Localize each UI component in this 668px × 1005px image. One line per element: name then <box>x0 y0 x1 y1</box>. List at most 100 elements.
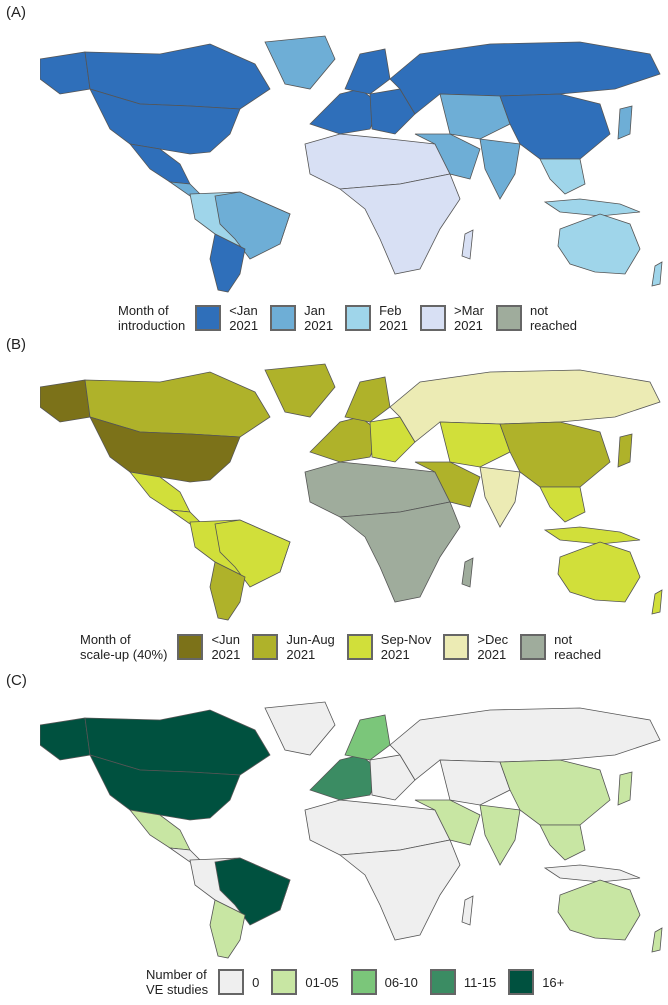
country-region-e-europe <box>369 88 416 135</box>
country-region-alaska <box>40 717 91 761</box>
legend-title: Month of scale-up (40%) <box>80 632 168 662</box>
legend-item: 01-05 <box>271 969 339 995</box>
country-region-w-europe <box>309 754 381 801</box>
legend-swatch <box>508 969 535 995</box>
country-region-se-asia <box>539 486 586 523</box>
country-region-w-europe <box>309 416 381 463</box>
legend-label: 11-15 <box>463 974 497 990</box>
legend-swatch <box>419 305 446 331</box>
legend-item: >Mar 2021 <box>419 303 484 333</box>
country-region-japan <box>617 771 633 806</box>
legend-label: 0 <box>252 974 260 990</box>
legend-item: Jun-Aug 2021 <box>252 632 335 662</box>
legend-item: >Dec 2021 <box>443 632 508 662</box>
legend-swatch <box>443 634 470 660</box>
country-region-e-europe <box>369 754 416 801</box>
legend-item: Feb 2021 <box>345 303 408 333</box>
country-region-c-asia <box>439 421 511 468</box>
country-region-indonesia <box>543 198 641 217</box>
country-region-brazil <box>214 857 291 926</box>
legend-label: 01-05 <box>305 974 339 990</box>
country-region-usa <box>89 416 241 483</box>
legend-item: <Jan 2021 <box>195 303 258 333</box>
legend-swatch <box>177 634 204 660</box>
legend-label: >Mar 2021 <box>453 303 484 333</box>
legend-title: Month of introduction <box>118 303 186 333</box>
legend-item: not reached <box>495 303 577 333</box>
legend-item: 11-15 <box>429 969 497 995</box>
country-region-e-europe <box>369 416 416 463</box>
legend-swatch <box>429 969 456 995</box>
country-region-s-africa <box>338 501 461 603</box>
country-region-madagascar <box>461 557 474 588</box>
legend-swatch <box>252 634 279 660</box>
legend-scale-up: Month of scale-up (40%) <Jun 2021 Jun-Aug … <box>80 632 613 662</box>
country-region-india <box>479 138 521 200</box>
country-region-w-europe <box>309 88 381 135</box>
legend-item: <Jun 2021 <box>177 632 240 662</box>
country-region-scandinavia <box>344 48 391 95</box>
country-region-australia <box>557 541 641 603</box>
country-region-se-asia <box>539 158 586 195</box>
country-region-sa-south <box>209 899 246 959</box>
legend-swatch <box>350 969 377 995</box>
country-region-australia <box>557 213 641 275</box>
country-region-russia <box>389 41 661 115</box>
country-region-usa <box>89 88 241 155</box>
country-region-indonesia <box>543 864 641 883</box>
country-region-nz <box>651 927 663 953</box>
country-region-russia <box>389 369 661 443</box>
country-region-scandinavia <box>344 714 391 761</box>
country-region-sa-south <box>209 233 246 293</box>
legend-item: Sep-Nov 2021 <box>346 632 432 662</box>
country-region-australia <box>557 879 641 941</box>
country-region-madagascar <box>461 229 474 260</box>
country-region-c-asia <box>439 93 511 140</box>
legend-item: Jan 2021 <box>270 303 333 333</box>
world-map-introduction <box>40 35 663 293</box>
country-region-india <box>479 466 521 528</box>
country-region-c-asia <box>439 759 511 806</box>
legend-label: Feb 2021 <box>379 303 408 333</box>
legend-item: not reached <box>520 632 601 662</box>
country-region-indonesia <box>543 526 641 545</box>
country-region-russia <box>389 707 661 781</box>
country-region-brazil <box>214 191 291 260</box>
country-region-alaska <box>40 51 91 95</box>
legend-label: >Dec 2021 <box>477 632 509 662</box>
country-region-greenland <box>264 35 336 90</box>
legend-label: Sep-Nov 2021 <box>380 632 432 662</box>
legend-swatch <box>195 305 222 331</box>
panel-label-b: (B) <box>6 336 26 353</box>
country-region-se-asia <box>539 824 586 861</box>
country-region-scandinavia <box>344 376 391 423</box>
legend-item: 06-10 <box>350 969 418 995</box>
legend-label: Jun-Aug 2021 <box>286 632 335 662</box>
legend-swatch <box>270 305 297 331</box>
country-region-s-africa <box>338 839 461 941</box>
country-region-india <box>479 804 521 866</box>
world-map-scale-up <box>40 363 663 621</box>
country-region-alaska <box>40 379 91 423</box>
legend-swatch <box>520 634 547 660</box>
legend-label: not reached <box>529 303 577 333</box>
country-region-brazil <box>214 519 291 588</box>
legend-label: <Jun 2021 <box>211 632 241 662</box>
world-map-ve-studies <box>40 701 663 959</box>
country-region-nz <box>651 261 663 287</box>
country-region-s-africa <box>338 173 461 275</box>
country-region-japan <box>617 433 633 468</box>
legend-label: not reached <box>554 632 602 662</box>
legend-item: 16+ <box>508 969 564 995</box>
legend-swatch <box>495 305 522 331</box>
country-region-madagascar <box>461 895 474 926</box>
legend-label: 16+ <box>542 974 565 990</box>
country-region-greenland <box>264 701 336 756</box>
country-region-greenland <box>264 363 336 418</box>
legend-swatch <box>346 634 373 660</box>
legend-introduction: Month of introduction <Jan 2021 Jan 2021 Fe… <box>118 303 589 333</box>
legend-swatch <box>345 305 372 331</box>
legend-title: Number of VE studies <box>146 967 209 997</box>
legend-swatch <box>218 969 245 995</box>
legend-label: 06-10 <box>384 974 418 990</box>
